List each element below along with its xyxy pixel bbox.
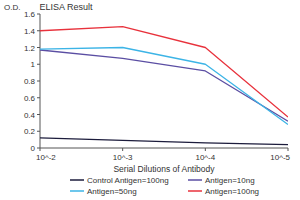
series-line	[40, 27, 288, 117]
legend-label: Antigen=10ng	[205, 176, 255, 185]
y-tick-label: 1.6	[24, 10, 36, 19]
y-tick	[37, 47, 40, 48]
y-tick	[37, 131, 40, 132]
x-tick-label: 10^-4	[195, 153, 215, 162]
y-tick	[37, 114, 40, 115]
y-tick	[37, 64, 40, 65]
x-axis	[40, 148, 288, 149]
series-line	[40, 138, 288, 145]
y-tick	[37, 30, 40, 31]
x-tick	[122, 148, 123, 151]
x-axis-label: Serial Dilutions of Antibody	[113, 164, 215, 174]
legend-key	[188, 179, 202, 181]
x-tick	[205, 148, 206, 151]
y-tick	[37, 14, 40, 15]
y-tick-label: 0.2	[24, 127, 36, 136]
legend-key	[188, 190, 202, 192]
chart: ELISA Result O.D. 0 0.2 0.4 0.6 0.8 1 1.2 1.4 1.6 1…	[0, 0, 300, 200]
y-tick-label: 0.4	[24, 111, 36, 120]
x-tick	[288, 148, 289, 151]
legend-label: Antigen=100ng	[205, 187, 259, 196]
y-tick-label: 0	[31, 144, 36, 153]
y-tick-label: 0.6	[24, 94, 36, 103]
y-tick-label: 1.4	[24, 27, 36, 36]
x-tick-label: 10^-2	[36, 153, 56, 162]
x-tick	[40, 148, 41, 151]
legend-label: Control Antigen=100ng	[87, 176, 169, 185]
y-tick	[37, 97, 40, 98]
x-tick-label: 10^-5	[270, 153, 290, 162]
legend-key	[70, 179, 84, 181]
y-tick	[37, 81, 40, 82]
x-tick-label: 10^-3	[113, 153, 133, 162]
y-tick-label: 1.2	[24, 44, 36, 53]
legend-label: Antigen=50ng	[87, 187, 137, 196]
y-tick-label: 1	[31, 60, 36, 69]
legend-key	[70, 190, 84, 192]
y-axis-label: O.D.	[4, 3, 20, 12]
y-tick-label: 0.8	[24, 77, 36, 86]
title: ELISA Result	[39, 2, 93, 12]
plot-area	[40, 27, 288, 145]
